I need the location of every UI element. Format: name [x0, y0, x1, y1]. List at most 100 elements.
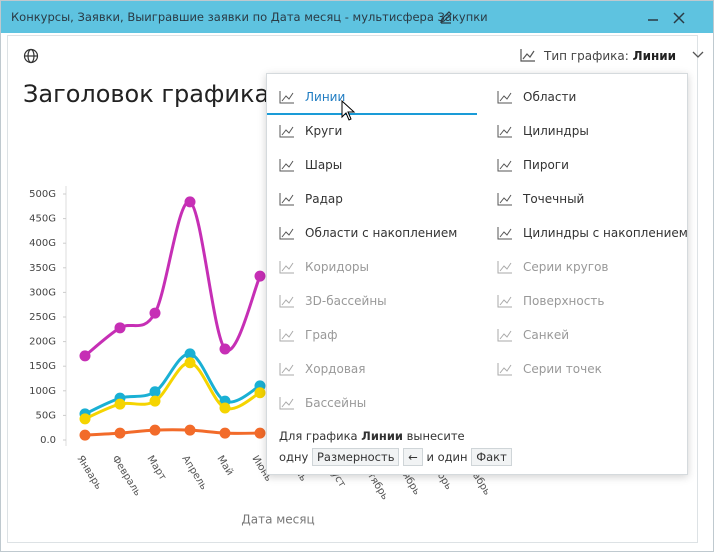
- item-icon: [279, 261, 294, 274]
- data-point: [79, 350, 91, 362]
- chevron: [692, 51, 704, 58]
- y-tick-label: 250G: [29, 312, 56, 323]
- x-tick-label: Март: [144, 454, 168, 483]
- data-point: [114, 322, 126, 334]
- y-tick-label: 500G: [29, 189, 56, 200]
- menu-item-label: Серии точек: [523, 362, 602, 376]
- item-icon: [279, 91, 294, 104]
- menu-item-label: Точечный: [523, 192, 585, 206]
- y-tick-label: 0.0: [40, 435, 56, 446]
- menu-item[interactable]: Радар: [267, 187, 477, 211]
- menu-item: Серии точек: [485, 357, 685, 381]
- chart-title: Заголовок графика: [23, 80, 269, 108]
- x-tick-label: Февраль: [109, 454, 142, 498]
- menu-item-label: Пироги: [523, 158, 569, 172]
- series-line: [84, 200, 262, 358]
- chart-type-selector[interactable]: Тип графика: Линии: [520, 48, 704, 63]
- item-icon: [497, 193, 512, 206]
- series-line: [84, 352, 261, 416]
- line-icon: [520, 49, 535, 62]
- y-tick-label: 150G: [29, 361, 56, 372]
- item-icon: [279, 329, 294, 342]
- data-point: [149, 386, 161, 398]
- item-icon: [497, 159, 512, 172]
- x-tick-label: Январь: [74, 454, 103, 492]
- minimize-button[interactable]: [646, 11, 660, 25]
- data-point: [149, 395, 161, 407]
- y-tick-label: 200G: [29, 337, 56, 348]
- item-icon: [279, 159, 294, 172]
- hint-text: и один: [426, 450, 468, 464]
- y-tick-label: 400G: [29, 238, 56, 249]
- hint-text: Для графика: [279, 429, 358, 443]
- arrow-chip: ←: [403, 448, 423, 466]
- menu-item[interactable]: Точечный: [485, 187, 685, 211]
- globe-icon[interactable]: [23, 48, 39, 64]
- menu-item[interactable]: Цилиндры с накоплением: [485, 221, 688, 245]
- y-tick-label: 50G: [36, 410, 56, 421]
- menu-item[interactable]: Пироги: [485, 153, 685, 177]
- data-point: [114, 398, 126, 410]
- data-point: [79, 413, 91, 425]
- menu-item-label: Коридоры: [305, 260, 370, 274]
- menu-item-label: Серии кругов: [523, 260, 609, 274]
- menu-item[interactable]: Круги: [267, 119, 477, 143]
- dimension-chip: Размерность: [311, 448, 400, 466]
- selector-label: Тип графика:: [544, 49, 629, 63]
- menu-item-label: Граф: [305, 328, 338, 342]
- menu-item-label: Цилиндры с накоплением: [523, 226, 688, 240]
- menu-item-label: Поверхность: [523, 294, 605, 308]
- hint-chart: Линии: [361, 429, 403, 443]
- item-icon: [497, 91, 512, 104]
- data-point: [219, 402, 231, 414]
- menu-item-label: Радар: [305, 192, 343, 206]
- menu-item: Хордовая: [267, 357, 477, 381]
- item-icon: [497, 329, 512, 342]
- close-button[interactable]: [672, 11, 686, 25]
- menu-item[interactable]: Шары: [267, 153, 477, 177]
- data-point: [184, 348, 196, 360]
- menu-item-label: 3D-бассейны: [305, 294, 387, 308]
- series-line: [84, 428, 261, 437]
- menu-item: Поверхность: [485, 289, 685, 313]
- x-axis-label: Дата месяц: [241, 513, 314, 527]
- data-point: [219, 343, 231, 355]
- y-tick-label: 300G: [29, 287, 56, 298]
- data-point: [149, 307, 161, 319]
- menu-item[interactable]: Области с накоплением: [267, 221, 477, 245]
- x-tick-label: Май: [214, 454, 235, 478]
- data-point: [149, 424, 161, 436]
- data-point: [254, 427, 266, 439]
- menu-item-label: Области с накоплением: [305, 226, 458, 240]
- menu-item-label: Цилиндры: [523, 124, 589, 138]
- item-icon: [497, 125, 512, 138]
- menu-item-label: Хордовая: [305, 362, 366, 376]
- item-icon: [279, 295, 294, 308]
- item-icon: [279, 397, 294, 410]
- data-point: [254, 387, 266, 399]
- menu-item: 3D-бассейны: [267, 289, 477, 313]
- item-icon: [497, 295, 512, 308]
- menu-item: Коридоры: [267, 255, 477, 279]
- menu-item-label: Санкей: [523, 328, 570, 342]
- menu-item-label: Бассейны: [305, 396, 367, 410]
- panel: [7, 35, 698, 543]
- data-point: [184, 357, 196, 369]
- chart-type-menu: Для графика Линии вынесите одну Размерно…: [266, 73, 688, 475]
- y-tick-label: 350G: [29, 263, 56, 274]
- menu-item[interactable]: Цилиндры: [485, 119, 685, 143]
- hint-text: вынесите: [406, 429, 465, 443]
- menu-item[interactable]: Линии: [267, 85, 477, 115]
- item-icon: [279, 193, 294, 206]
- menu-item: Граф: [267, 323, 477, 347]
- menu-item[interactable]: Области: [485, 85, 685, 109]
- edit-icon[interactable]: [439, 10, 453, 24]
- menu-item-label: Области: [523, 90, 577, 104]
- y-tick-label: 450G: [29, 214, 56, 225]
- y-tick-label: 100G: [29, 386, 56, 397]
- item-icon: [279, 363, 294, 376]
- hint: Для графика Линии вынесите одну Размерно…: [279, 426, 512, 468]
- selector-value: Линии: [632, 49, 677, 63]
- menu-item: Санкей: [485, 323, 685, 347]
- data-point: [254, 270, 266, 282]
